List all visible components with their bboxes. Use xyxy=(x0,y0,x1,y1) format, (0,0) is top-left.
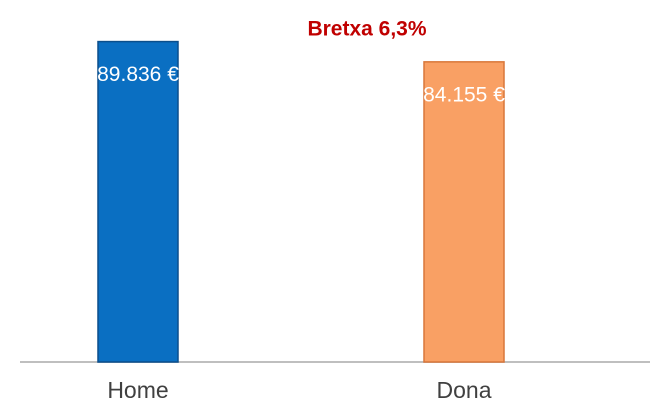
x-tick-label: Home xyxy=(107,377,168,403)
data-label: 84.155 € xyxy=(423,83,505,106)
bar xyxy=(423,61,505,363)
data-label: 89.836 € xyxy=(97,63,179,86)
x-tick-label: Dona xyxy=(437,377,492,403)
annotation: Bretxa 6,3% xyxy=(307,18,426,41)
bar xyxy=(97,40,179,363)
